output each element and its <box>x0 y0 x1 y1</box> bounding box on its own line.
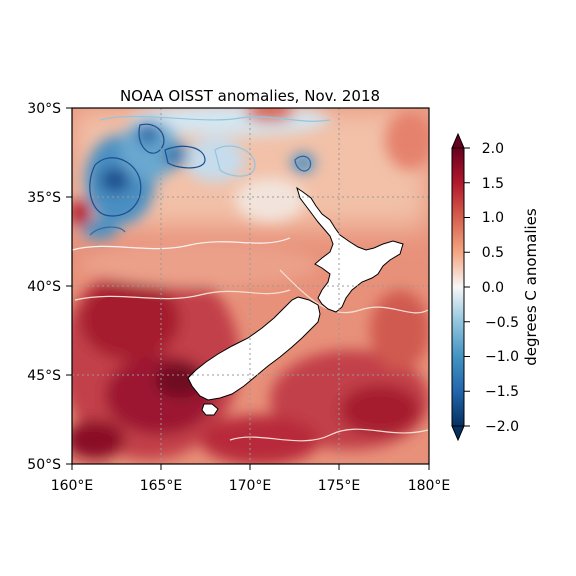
cool-patch-mid <box>185 138 245 182</box>
cold-anomaly-nw-2 <box>120 120 180 180</box>
sst-anomaly-field <box>72 108 429 464</box>
warm-anomaly-sw-core <box>80 280 180 360</box>
cbar-tick-label: −0.5 <box>485 315 519 331</box>
cbar-tick-label: 2.0 <box>482 141 504 157</box>
warm-anomaly-deep <box>155 362 205 398</box>
contour-lightblue-2 <box>214 145 256 177</box>
contour-lightblue-1 <box>99 115 331 122</box>
y-axis <box>66 107 72 465</box>
cbar-tick-label: 1.5 <box>482 176 504 192</box>
cbar-tick-label: −1.0 <box>485 349 519 365</box>
contour-white-4 <box>229 428 429 442</box>
cold-anomaly-core-a <box>100 167 130 193</box>
map-title: NOAA OISST anomalies, Nov. 2018 <box>120 87 380 105</box>
colorbar-extend-bottom <box>451 425 465 442</box>
x-axis <box>71 464 430 470</box>
colorbar-label: degrees C anomalies <box>522 208 540 366</box>
warm-ne-corner <box>385 110 429 170</box>
colorbar-extend-top <box>451 132 465 149</box>
y-tick-label: 35°S <box>27 190 61 206</box>
x-tick-label: 175°E <box>318 478 361 494</box>
warm-anomaly-bottom-center <box>200 415 320 464</box>
contour-white-2 <box>74 289 291 301</box>
y-tick-label: 30°S <box>27 101 61 117</box>
cold-anomaly-core-b <box>138 122 158 146</box>
new-zealand-land <box>187 186 404 416</box>
contour-white-3 <box>279 269 429 314</box>
stewart-island <box>201 403 219 416</box>
cbar-tick-label: 1.0 <box>482 210 504 226</box>
contour-blue-4 <box>89 226 126 236</box>
warm-anomaly-e <box>370 290 429 370</box>
cbar-tick-label: 0.5 <box>482 245 504 261</box>
colorbar-gradient <box>451 147 465 427</box>
contour-blue-3 <box>164 145 206 169</box>
warm-spot-nw <box>72 199 90 227</box>
cbar-tick-label: −2.0 <box>485 419 519 435</box>
contour-blue-1 <box>89 157 142 217</box>
neutral-patch-a <box>235 178 305 222</box>
colorbar: 2.0 1.5 1.0 0.5 0.0 −0.5 −1.0 −1.5 −2.0 … <box>451 132 540 442</box>
warm-anomaly-s-core <box>105 355 215 435</box>
x-tick-label: 170°E <box>229 478 272 494</box>
contour-blue-2 <box>138 123 165 154</box>
warm-anomaly-se-core <box>340 385 420 435</box>
y-tick-label: 50°S <box>27 457 61 473</box>
south-island <box>187 296 321 401</box>
contour-white-1 <box>72 237 291 251</box>
warm-anomaly-west-edge <box>72 420 125 460</box>
x-tick-label: 180°E <box>408 478 451 494</box>
moderate-band-mid <box>80 243 320 287</box>
x-tick-label: 160°E <box>51 478 94 494</box>
cbar-tick-label: −1.5 <box>485 384 519 400</box>
y-tick-label: 45°S <box>27 368 61 384</box>
y-tick-label: 40°S <box>27 279 61 295</box>
cold-anomaly-core-d <box>82 220 118 240</box>
north-island <box>296 186 404 313</box>
cbar-tick-label: 0.0 <box>482 280 504 296</box>
contour-blue-5 <box>294 155 312 172</box>
x-tick-label: 165°E <box>140 478 183 494</box>
